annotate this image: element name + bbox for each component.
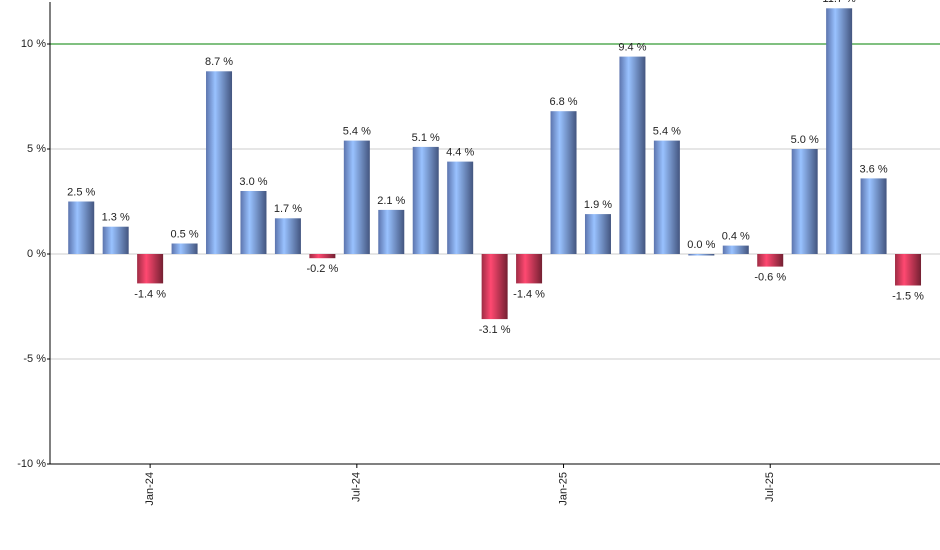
value-label: 2.1 % xyxy=(377,195,405,207)
x-tick-label: Jan-25 xyxy=(557,472,569,506)
value-label: 9.4 % xyxy=(618,42,646,54)
value-label: -1.5 % xyxy=(892,290,924,302)
value-label: 1.7 % xyxy=(274,203,302,215)
value-label: 5.4 % xyxy=(653,126,681,138)
value-label: 11.7 % xyxy=(822,0,856,5)
bar xyxy=(378,209,405,254)
value-label: -3.1 % xyxy=(479,324,511,336)
bar xyxy=(447,161,474,254)
x-tick-label: Jul-24 xyxy=(351,472,363,502)
bar xyxy=(343,140,370,254)
bar xyxy=(722,245,749,254)
value-label: 5.0 % xyxy=(791,134,819,146)
bar xyxy=(860,178,887,254)
bar xyxy=(240,191,267,254)
value-label: 3.0 % xyxy=(239,176,267,188)
bar xyxy=(274,218,301,254)
bar xyxy=(412,146,439,254)
y-tick-label: -5 % xyxy=(23,353,46,365)
bar xyxy=(137,254,164,284)
value-label: -1.4 % xyxy=(513,288,545,300)
value-label: 2.5 % xyxy=(67,186,95,198)
value-label: 0.4 % xyxy=(722,231,750,243)
bar xyxy=(791,149,818,254)
value-label: 5.1 % xyxy=(412,132,440,144)
value-label: 0.5 % xyxy=(171,228,199,240)
value-label: -0.2 % xyxy=(306,263,338,275)
bar xyxy=(309,254,336,259)
bar xyxy=(895,254,922,286)
value-label: -1.4 % xyxy=(134,288,166,300)
x-tick-label: Jul-25 xyxy=(764,472,776,502)
x-tick-label: Jan-24 xyxy=(144,472,156,506)
bar xyxy=(171,243,198,254)
bar xyxy=(206,71,233,254)
bar xyxy=(550,111,577,254)
bar xyxy=(653,140,680,254)
value-label: 8.7 % xyxy=(205,56,233,68)
value-label: 0.0 % xyxy=(687,239,715,251)
value-label: 4.4 % xyxy=(446,147,474,159)
y-tick-label: -10 % xyxy=(17,458,46,470)
bar xyxy=(619,56,646,254)
bar xyxy=(757,254,784,267)
bar xyxy=(584,214,611,254)
value-label: 1.3 % xyxy=(102,212,130,224)
bar xyxy=(68,201,95,254)
y-tick-label: 10 % xyxy=(21,38,46,50)
value-label: 6.8 % xyxy=(549,96,577,108)
value-label: 5.4 % xyxy=(343,126,371,138)
value-label: -0.6 % xyxy=(754,272,786,284)
bar xyxy=(481,254,508,320)
bar xyxy=(826,8,853,254)
bar xyxy=(102,226,129,254)
y-tick-label: 5 % xyxy=(27,143,46,155)
value-label: 1.9 % xyxy=(584,199,612,211)
bar xyxy=(688,254,715,256)
y-tick-label: 0 % xyxy=(27,248,46,260)
value-label: 3.6 % xyxy=(860,163,888,175)
bar xyxy=(516,254,543,284)
